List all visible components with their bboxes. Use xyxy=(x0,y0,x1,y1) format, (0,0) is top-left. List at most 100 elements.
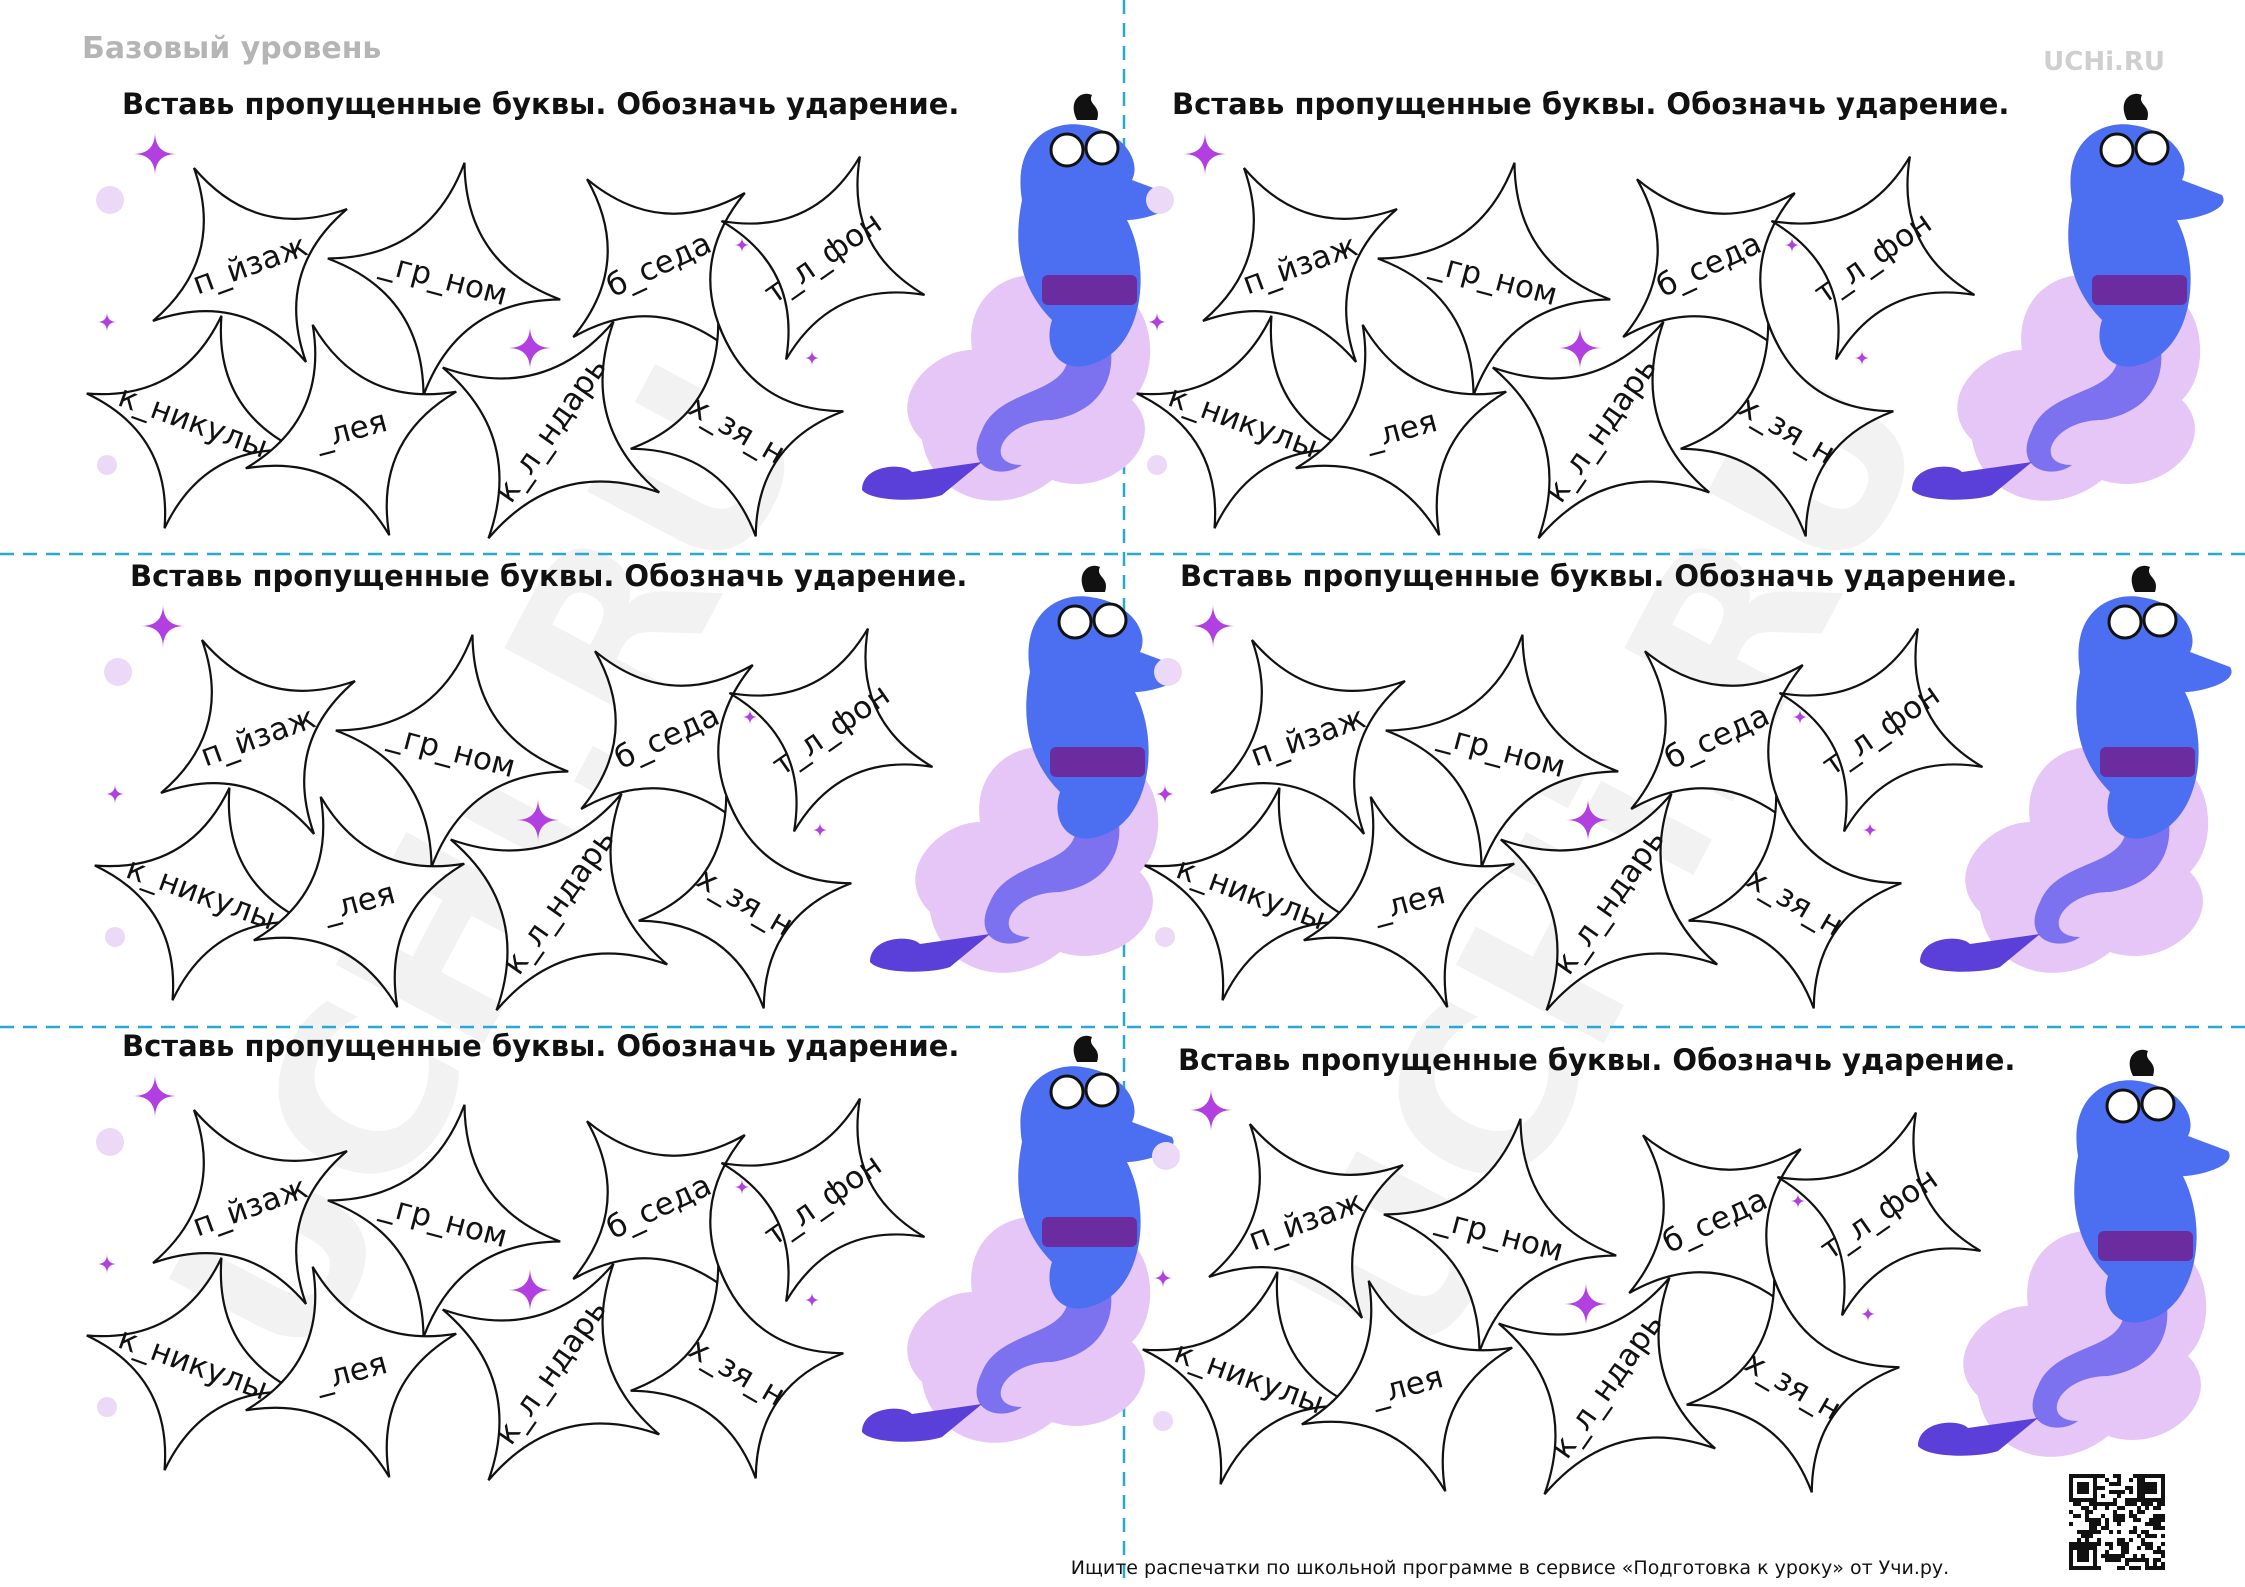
qr-cell xyxy=(2141,1482,2145,1486)
qr-cell xyxy=(2125,1502,2129,1506)
qr-cell xyxy=(2093,1478,2097,1482)
qr-cell xyxy=(2073,1546,2077,1550)
qr-cell xyxy=(2069,1546,2073,1550)
qr-cell xyxy=(2161,1490,2165,1494)
genie xyxy=(862,1035,1174,1443)
qr-cell xyxy=(2133,1566,2137,1570)
qr-cell xyxy=(2069,1474,2073,1478)
qr-cell xyxy=(2105,1502,2109,1506)
level-label: Базовый уровень xyxy=(82,31,381,66)
star xyxy=(1630,650,1804,824)
qr-cell xyxy=(2085,1490,2089,1494)
qr-cell xyxy=(2069,1482,2073,1486)
sparkle xyxy=(1564,1282,1608,1326)
qr-cell xyxy=(2145,1498,2149,1502)
qr-cell xyxy=(2153,1550,2157,1554)
star-card: т_л_фон xyxy=(1776,1111,1982,1317)
qr-cell xyxy=(2145,1502,2149,1506)
qr-cell xyxy=(2153,1486,2157,1490)
qr-cell xyxy=(2105,1558,2109,1562)
qr-cell xyxy=(2141,1486,2145,1490)
qr-cell xyxy=(2113,1490,2117,1494)
star xyxy=(728,627,934,833)
qr-cell xyxy=(2081,1530,2085,1534)
qr-cell xyxy=(2149,1534,2153,1538)
qr-cell xyxy=(2117,1518,2121,1522)
qr-cell xyxy=(2069,1566,2073,1570)
qr-cell xyxy=(2085,1538,2089,1542)
qr-cell xyxy=(2129,1566,2133,1570)
qr-cell xyxy=(2137,1498,2141,1502)
star xyxy=(1498,1277,1716,1495)
star xyxy=(245,324,457,536)
qr-cell xyxy=(2125,1542,2129,1546)
qr-cell xyxy=(2133,1530,2137,1534)
qr-cell xyxy=(2121,1542,2125,1546)
qr-cell xyxy=(2081,1534,2085,1538)
qr-cell xyxy=(2081,1498,2085,1502)
qr-cell xyxy=(2145,1546,2149,1550)
qr-cell xyxy=(2085,1510,2089,1514)
dot xyxy=(104,658,132,686)
qr-cell xyxy=(2089,1542,2093,1546)
qr-cell xyxy=(2161,1542,2165,1546)
qr-cell xyxy=(2149,1490,2153,1494)
star xyxy=(720,155,926,361)
star xyxy=(1377,162,1611,396)
qr-cell xyxy=(2097,1566,2101,1570)
qr-cell xyxy=(2145,1542,2149,1546)
qr-cell xyxy=(2153,1498,2157,1502)
qr-cell xyxy=(2161,1494,2165,1498)
qr-cell xyxy=(2145,1530,2149,1534)
genie-lamp xyxy=(870,934,990,972)
star xyxy=(572,1120,746,1294)
qr-cell xyxy=(2069,1486,2073,1490)
qr-cell xyxy=(2093,1542,2097,1546)
genie xyxy=(870,565,1182,973)
star xyxy=(152,1109,348,1305)
qr-cell xyxy=(2093,1546,2097,1550)
qr-cell xyxy=(2069,1562,2073,1566)
qr-cell xyxy=(2093,1498,2097,1502)
genie-belt xyxy=(1042,1217,1137,1247)
qr-cell xyxy=(2137,1494,2141,1498)
genie-eye xyxy=(2134,130,2170,166)
star xyxy=(1686,1279,1900,1493)
qr-cell xyxy=(2145,1482,2149,1486)
star-card: к_л_ндарь xyxy=(442,321,660,539)
sparkle xyxy=(1558,326,1602,370)
qr-cell xyxy=(2161,1478,2165,1482)
qr-cell xyxy=(2105,1522,2109,1526)
qr-cell xyxy=(2069,1498,2073,1502)
sparkle xyxy=(97,1254,117,1274)
qr-cell xyxy=(2109,1542,2113,1546)
sparkle xyxy=(1792,709,1808,725)
star xyxy=(638,795,852,1009)
qr-cell xyxy=(2093,1550,2097,1554)
qr-cell xyxy=(2125,1486,2129,1490)
star xyxy=(1500,793,1718,1011)
qr-cell xyxy=(2093,1494,2097,1498)
qr-cell xyxy=(2069,1550,2073,1554)
qr-cell xyxy=(2153,1518,2157,1522)
qr-cell xyxy=(2085,1550,2089,1554)
qr-cell xyxy=(2161,1554,2165,1558)
genie xyxy=(1912,93,2224,501)
qr-cell xyxy=(2081,1558,2085,1562)
qr-cell xyxy=(2081,1566,2085,1570)
star-card: х_зя_н xyxy=(1686,1279,1900,1493)
qr-cell xyxy=(2093,1518,2097,1522)
qr-cell xyxy=(2153,1482,2157,1486)
genie xyxy=(862,93,1174,501)
qr-cell xyxy=(2077,1498,2081,1502)
qr-cell xyxy=(2097,1538,2101,1542)
qr-cell xyxy=(2133,1498,2137,1502)
qr-cell xyxy=(2121,1538,2125,1542)
qr-cell xyxy=(2137,1558,2141,1562)
genie-belt xyxy=(2100,747,2195,777)
qr-cell xyxy=(2149,1502,2153,1506)
qr-cell xyxy=(2113,1474,2117,1478)
sparkle xyxy=(133,132,177,176)
qr-cell xyxy=(2077,1514,2081,1518)
qr-cell xyxy=(2117,1494,2121,1498)
